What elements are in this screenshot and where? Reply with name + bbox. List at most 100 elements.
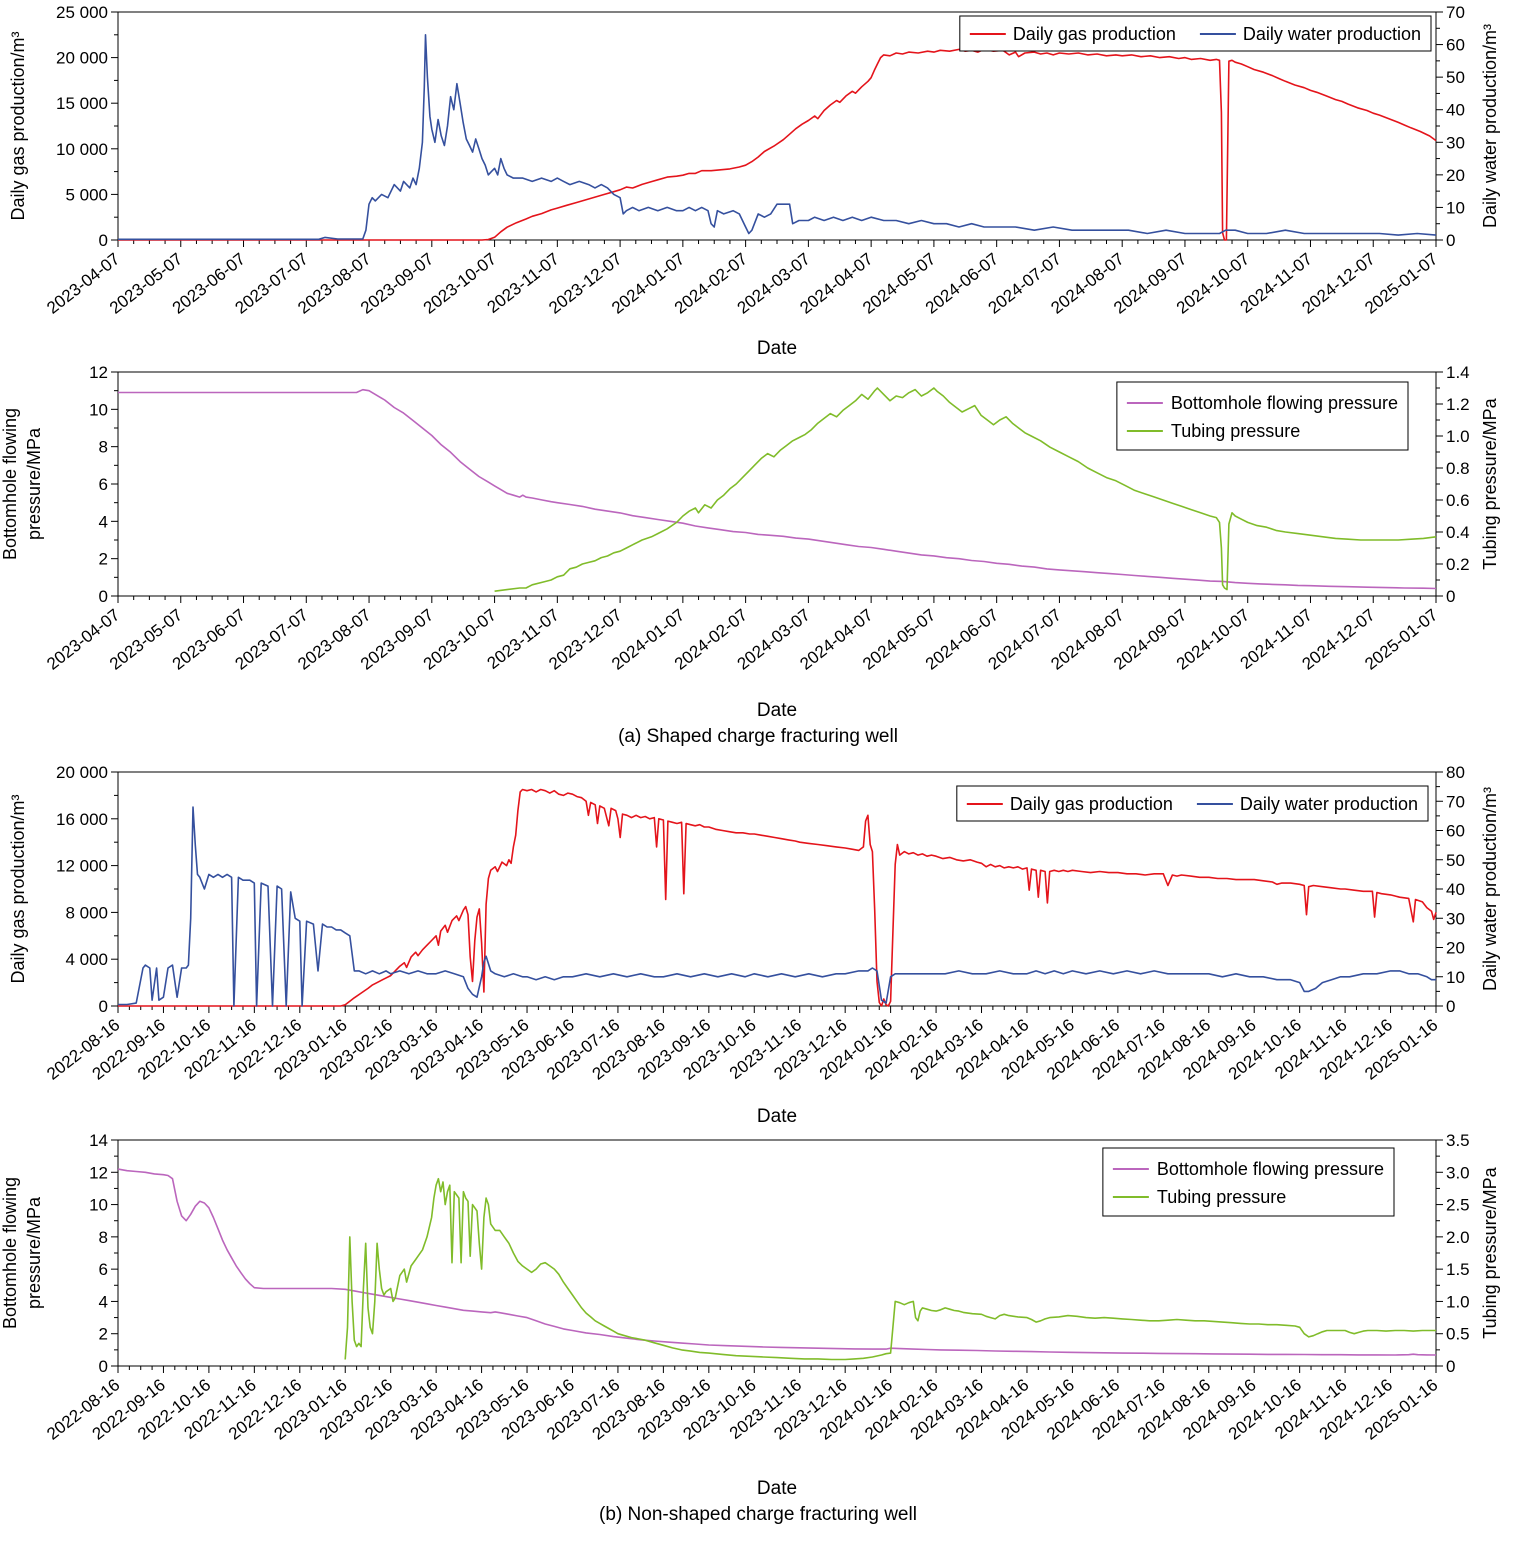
svg-text:Daily gas production: Daily gas production — [1010, 794, 1173, 814]
y-tick-label-left: 8 — [99, 1228, 108, 1247]
series-daily-gas-production — [118, 48, 1437, 241]
chart-a-production-svg: 2023-04-072023-05-072023-06-072023-07-07… — [8, 3, 1500, 359]
svg-text:Tubing pressure: Tubing pressure — [1171, 421, 1300, 441]
caption-b: (b) Non-shaped charge fracturing well — [599, 1504, 917, 1525]
y-tick-label-right: 1.2 — [1446, 395, 1470, 414]
y-tick-label-right: 0 — [1446, 997, 1455, 1016]
y-tick-label-right: 30 — [1446, 133, 1465, 152]
y-tick-label-right: 10 — [1446, 968, 1465, 987]
y-tick-label-right: 0.6 — [1446, 491, 1470, 510]
series-daily-water-production — [118, 34, 1437, 241]
y-axis-label-left: pressure/MPa — [24, 427, 44, 540]
chart-b-production: 2022-08-16 2022-09-16 2022-10-16 2022-11-16… — [0, 758, 1516, 1130]
y-tick-label-right: 3.5 — [1446, 1131, 1470, 1150]
y-tick-label-left: 0 — [99, 997, 108, 1016]
y-tick-label-right: 50 — [1446, 851, 1465, 870]
svg-text:Bottomhole flowing pressure: Bottomhole flowing pressure — [1171, 393, 1398, 413]
y-axis-right: 0 0.2 0.4 0.6 0.8 1.0 1.2 1.4 — [1436, 363, 1470, 606]
y-tick-label-left: 10 000 — [56, 140, 108, 159]
x-axis: 2023-04-072023-05-072023-06-072023-07-07… — [43, 240, 1441, 318]
y-axis-label-right: Daily water production/m³ — [1480, 24, 1500, 228]
y-axis-left: 0 4 000 8 000 12 000 16 000 20 000 — [56, 763, 118, 1016]
y-tick-label-left: 4 000 — [65, 950, 108, 969]
y-tick-label-left: 6 — [99, 1260, 108, 1279]
y-axis-label-left: pressure/MPa — [24, 1196, 44, 1309]
y-axis-label-left: Bottomhole flowing — [0, 408, 20, 560]
legend: Daily gas production Daily water producti… — [959, 15, 1432, 52]
y-axis-label-left: Daily gas production/m³ — [8, 31, 28, 220]
y-tick-label-right: 1.4 — [1446, 363, 1470, 382]
y-tick-label-right: 60 — [1446, 822, 1465, 841]
y-axis-left: 0 2 4 6 8 10 12 — [89, 363, 118, 606]
y-tick-label-right: 30 — [1446, 909, 1465, 928]
y-tick-label-right: 20 — [1446, 166, 1465, 185]
y-tick-label-right: 50 — [1446, 68, 1465, 87]
legend: Bottomhole flowing pressure Tubing pressu… — [1116, 381, 1409, 451]
legend: Daily gas production Daily water producti… — [956, 785, 1429, 822]
y-tick-label-right: 0.5 — [1446, 1325, 1470, 1344]
y-tick-label-left: 12 000 — [56, 857, 108, 876]
y-tick-label-left: 12 — [89, 363, 108, 382]
chart-a-pressure-svg: 2023-04-072023-05-072023-06-072023-07-07… — [0, 363, 1500, 721]
y-tick-label-left: 0 — [99, 587, 108, 606]
y-axis-left: 0 2 4 6 8 10 12 14 — [89, 1131, 118, 1376]
y-axis-label-right: Tubing pressure/MPa — [1480, 397, 1500, 569]
y-axis-label-right: Daily water production/m³ — [1480, 787, 1500, 991]
chart-a-pressure: 2023-04-07 2023-05-07 2023-06-07 2023-07-07… — [0, 362, 1516, 724]
y-tick-label-left: 8 000 — [65, 903, 108, 922]
series-tubing-pressure — [344, 1177, 1436, 1361]
series-daily-water-production — [118, 806, 1436, 1007]
y-tick-label-right: 10 — [1446, 198, 1465, 217]
y-tick-label-right: 0 — [1446, 231, 1455, 250]
chart-b-pressure: 2022-08-16 2022-09-16 2022-10-16 2022-11-16… — [0, 1130, 1516, 1502]
y-tick-label-left: 2 — [99, 1325, 108, 1344]
svg-text:Daily water production: Daily water production — [1240, 794, 1418, 814]
chart-a-production: 2023-04-07 2023-05-07 2023-06-07 2023-07-07… — [0, 0, 1516, 362]
y-axis-label-right: Tubing pressure/MPa — [1480, 1166, 1500, 1338]
y-tick-label-left: 20 000 — [56, 49, 108, 68]
y-tick-label-left: 2 — [99, 550, 108, 569]
y-tick-label-right: 70 — [1446, 792, 1465, 811]
y-tick-label-right: 40 — [1446, 880, 1465, 899]
y-tick-label-left: 0 — [99, 1357, 108, 1376]
y-tick-label-left: 12 — [89, 1163, 108, 1182]
y-tick-label-left: 10 — [89, 400, 108, 419]
y-tick-label-right: 0.2 — [1446, 555, 1470, 574]
series-bottomhole-flowing-pressure — [117, 1168, 1437, 1356]
y-tick-label-left: 14 — [89, 1131, 108, 1150]
y-tick-label-left: 20 000 — [56, 763, 108, 782]
y-tick-label-right: 0 — [1446, 1357, 1455, 1376]
x-axis-label: Date — [757, 1478, 797, 1499]
y-tick-label-right: 20 — [1446, 939, 1465, 958]
y-axis-right: 0 10 20 30 40 50 60 70 — [1436, 3, 1465, 250]
y-tick-label-right: 1.0 — [1446, 1292, 1470, 1311]
legend: Bottomhole flowing pressure Tubing pressu… — [1102, 1147, 1395, 1217]
chart-b-production-svg: 2022-08-162022-09-162022-10-162022-11-16… — [8, 763, 1500, 1127]
y-tick-label-left: 16 000 — [56, 810, 108, 829]
svg-text:Daily gas production: Daily gas production — [1013, 24, 1176, 44]
y-tick-label-right: 60 — [1446, 36, 1465, 55]
y-tick-label-right: 40 — [1446, 101, 1465, 120]
y-tick-label-right: 1.5 — [1446, 1260, 1470, 1279]
svg-text:Tubing pressure: Tubing pressure — [1157, 1187, 1286, 1207]
series-daily-gas-production — [118, 788, 1437, 1007]
series-bottomhole-flowing-pressure — [118, 388, 1437, 590]
chart-b-pressure-svg: 2022-08-162022-09-162022-10-162022-11-16… — [0, 1131, 1500, 1499]
x-axis-label: Date — [757, 700, 797, 721]
x-axis: 2023-04-072023-05-072023-06-072023-07-07… — [43, 596, 1441, 674]
y-tick-label-right: 70 — [1446, 3, 1465, 22]
y-tick-label-left: 6 — [99, 475, 108, 494]
y-tick-label-right: 0 — [1446, 587, 1455, 606]
y-tick-label-right: 3.0 — [1446, 1163, 1470, 1182]
y-tick-label-left: 10 — [89, 1196, 108, 1215]
y-tick-label-left: 5 000 — [65, 185, 108, 204]
y-tick-label-right: 2.0 — [1446, 1228, 1470, 1247]
y-axis-label-left: Daily gas production/m³ — [8, 794, 28, 983]
svg-text:Bottomhole flowing pressure: Bottomhole flowing pressure — [1157, 1159, 1384, 1179]
x-axis: 2022-08-162022-09-162022-10-162022-11-16… — [43, 1006, 1441, 1084]
y-axis-label-left: Bottomhole flowing — [0, 1177, 20, 1329]
series-tubing-pressure — [494, 387, 1437, 592]
y-tick-label-right: 80 — [1446, 763, 1465, 782]
y-tick-label-left: 8 — [99, 438, 108, 457]
